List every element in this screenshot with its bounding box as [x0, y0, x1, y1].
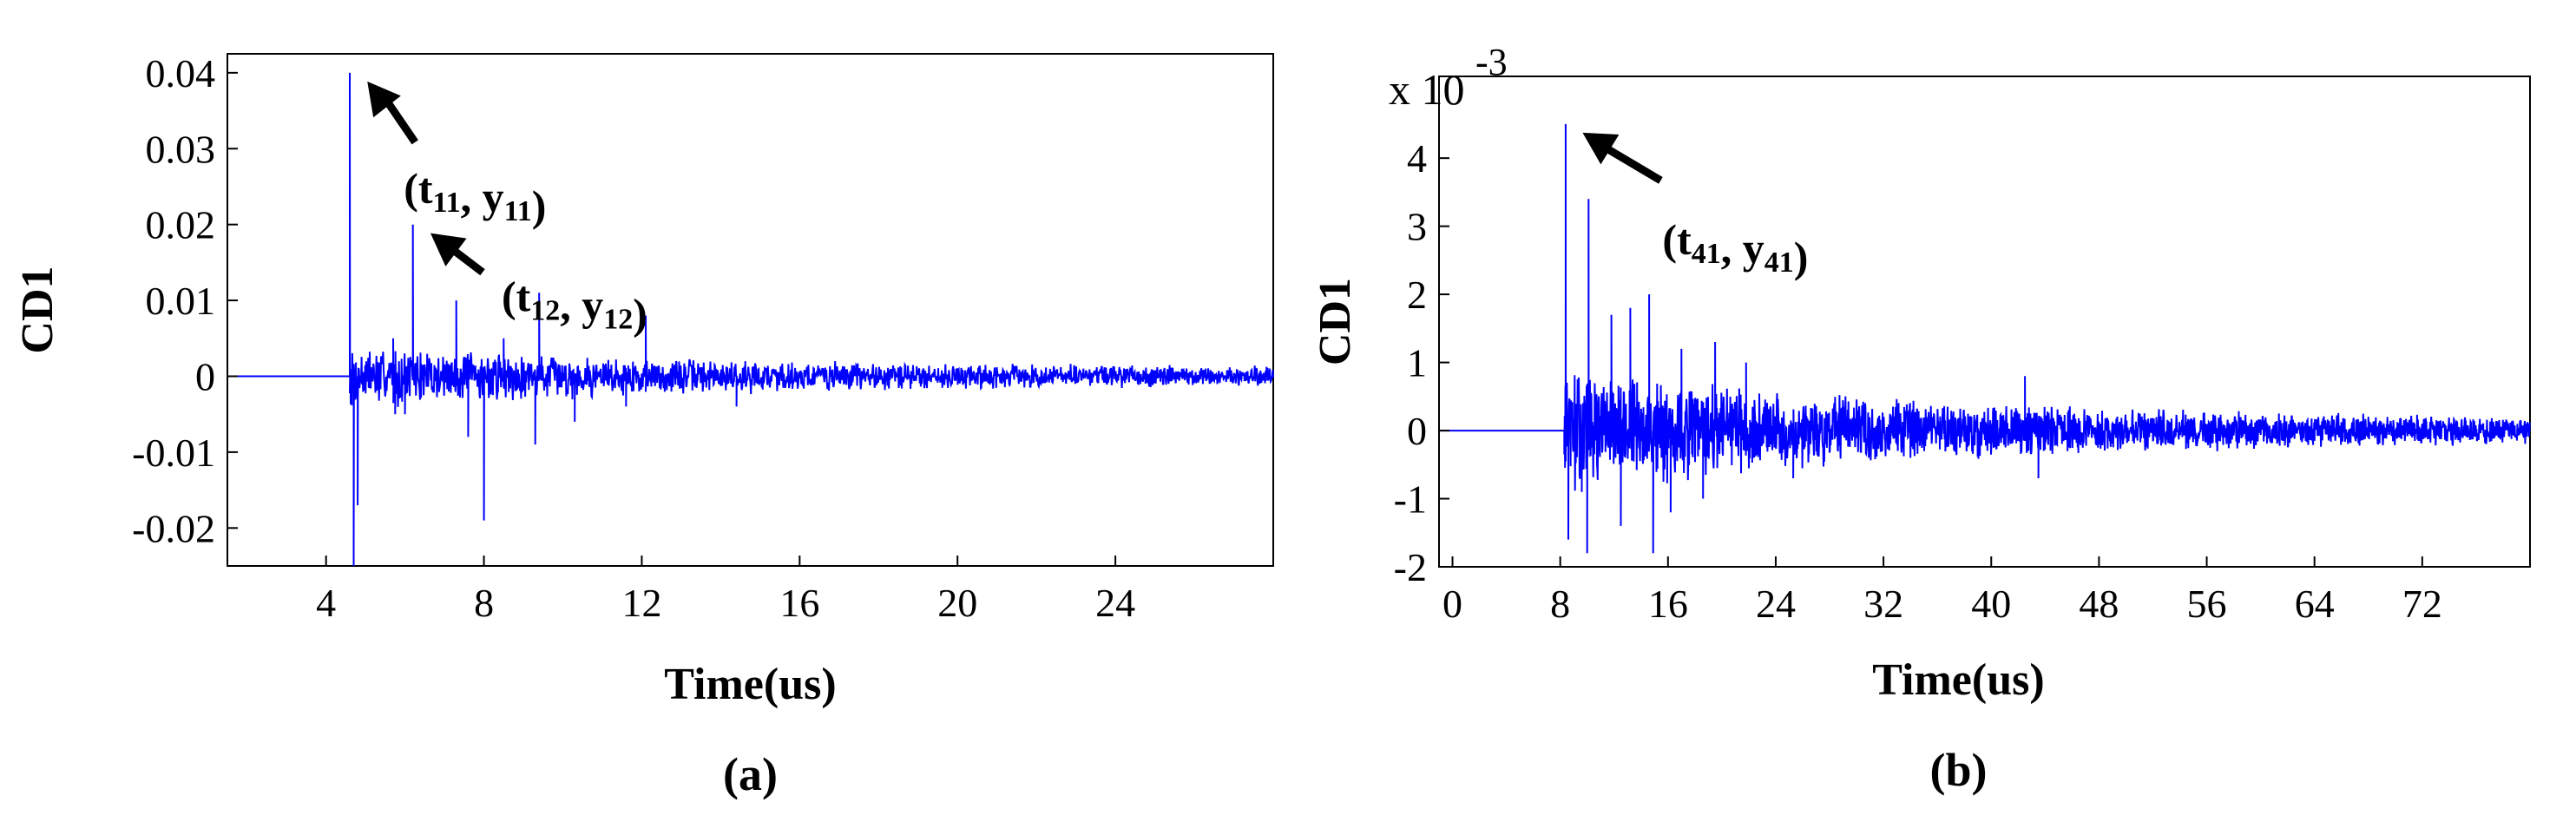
scale-factor-exponent: -3: [1475, 41, 1508, 83]
x-tick-label: 32: [1863, 582, 1903, 626]
y-tick-label: -0.01: [132, 431, 215, 475]
x-tick-label: 16: [1648, 582, 1688, 626]
annotation-arrowhead: [430, 233, 467, 266]
x-tick-label: 4: [316, 581, 336, 625]
x-tick-label: 24: [1756, 582, 1796, 626]
x-tick-label: 24: [1095, 581, 1135, 625]
plot-area-b: [1438, 76, 2531, 568]
y-tick-label: -2: [1394, 545, 1427, 589]
y-tick-label: 0.02: [146, 203, 216, 247]
y-tick-label: 0: [1407, 409, 1427, 453]
x-tick-label: 8: [474, 581, 494, 625]
x-tick-label: 56: [2187, 582, 2227, 626]
y-tick-label: 4: [1407, 136, 1427, 181]
y-tick-label: 0.04: [146, 51, 216, 95]
signal-line-b: [1439, 123, 2531, 554]
y-axis-label-a: CD1: [13, 266, 62, 353]
x-axis-label-a: Time(us): [664, 660, 836, 709]
x-tick-label: 0: [1442, 582, 1462, 626]
y-tick-label: 0: [195, 354, 215, 398]
annotation-label: (t12, y12): [502, 273, 647, 339]
annotation-label: (t41, y41): [1662, 215, 1808, 281]
panel-caption-b: (b): [1930, 744, 1988, 796]
y-tick-label: -0.02: [132, 506, 215, 550]
annotation-arrowhead: [1582, 132, 1620, 165]
panel-caption-a: (a): [723, 748, 778, 800]
y-tick-label: 0.01: [146, 279, 216, 323]
x-tick-label: 72: [2402, 582, 2442, 626]
scale-factor-b: x 10 -3: [1389, 41, 1508, 114]
y-tick-label: 0.03: [146, 127, 216, 171]
y-tick-label: 2: [1407, 273, 1427, 317]
x-tick-label: 20: [937, 581, 977, 625]
x-tick-label: 64: [2295, 582, 2335, 626]
scale-factor-base: x 10: [1389, 65, 1465, 114]
y-tick-label: 1: [1407, 341, 1427, 385]
x-tick-label: 48: [2079, 582, 2119, 626]
x-tick-label: 16: [779, 581, 819, 625]
y-tick-label: -1: [1394, 477, 1427, 522]
x-tick-label: 40: [1971, 582, 2011, 626]
plot-area-a: [227, 53, 1274, 567]
signal-line-a: [227, 72, 1274, 567]
x-tick-label: 12: [621, 581, 661, 625]
y-axis-label-b: CD1: [1311, 278, 1360, 365]
panel-a: -0.02 -0.01 0 0.01 0.02 0.03 0.04 4 8 12 16 20 24 (…: [13, 51, 1274, 800]
annotation-arrowhead: [367, 81, 401, 118]
y-tick-label: 3: [1407, 205, 1427, 249]
annotation-label: (t11, y11): [404, 164, 546, 230]
x-tick-label: 8: [1550, 582, 1570, 626]
x-axis-label-b: Time(us): [1872, 655, 2044, 705]
